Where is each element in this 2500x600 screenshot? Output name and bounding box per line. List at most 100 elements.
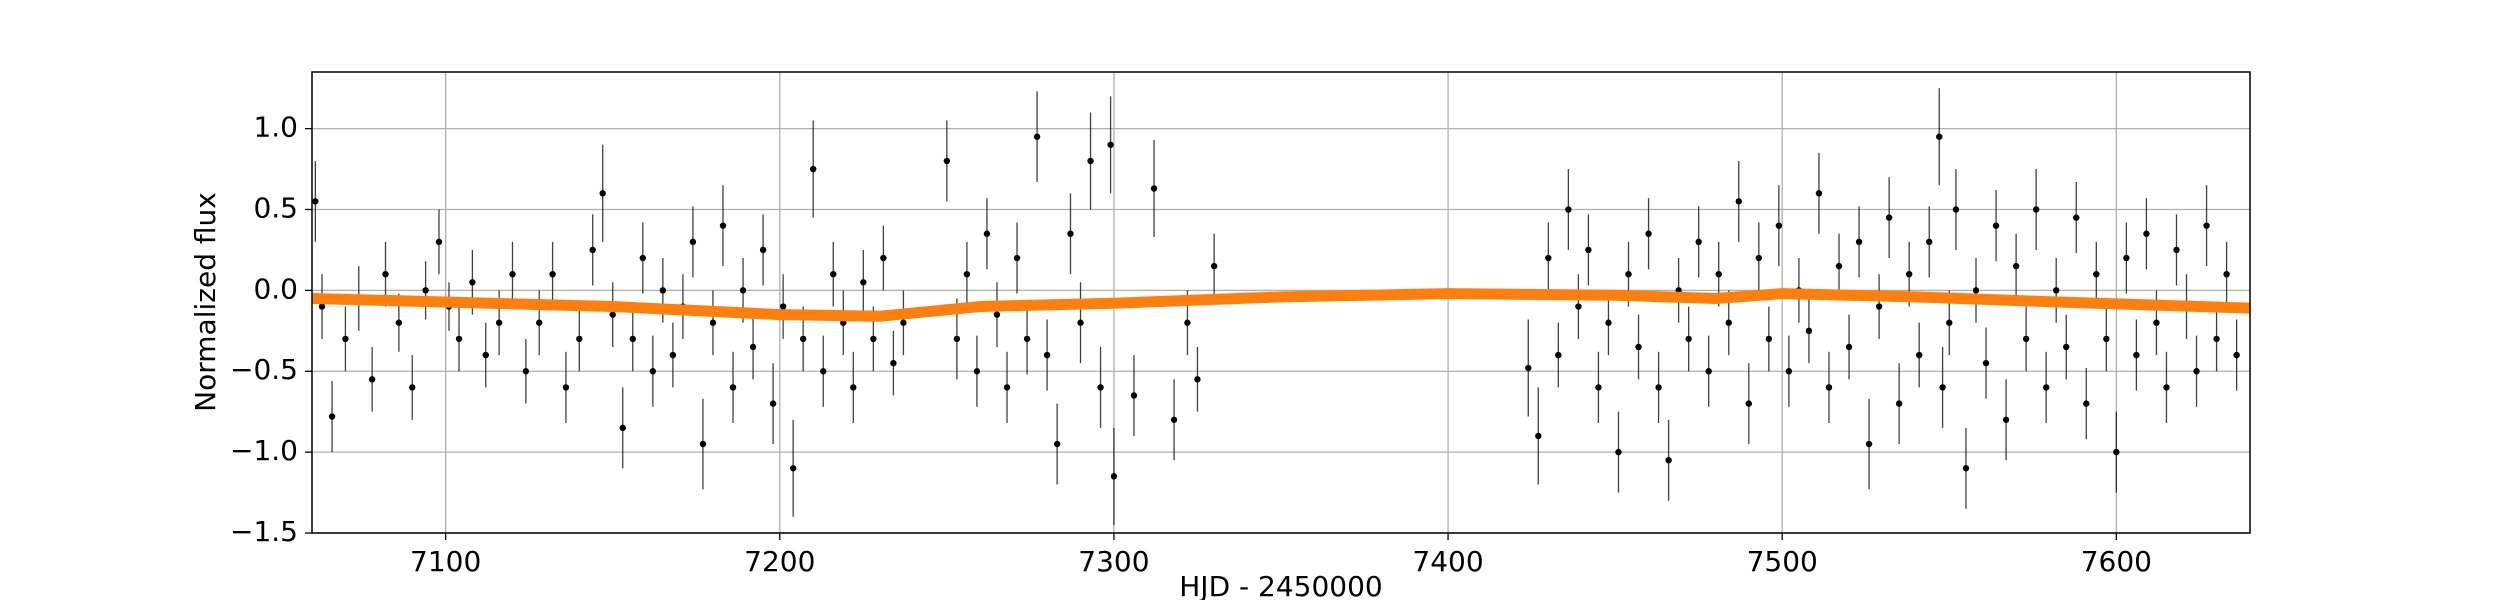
data-point — [1107, 141, 1114, 148]
data-point — [1936, 133, 1943, 140]
x-tick-label: 7300 — [1078, 545, 1149, 578]
data-point — [1194, 376, 1201, 383]
data-point — [495, 319, 503, 326]
data-point — [1535, 432, 1542, 440]
data-point — [2233, 351, 2240, 359]
data-point — [2032, 206, 2040, 213]
data-point — [1184, 319, 1191, 326]
data-point — [820, 368, 827, 375]
data-point — [2193, 368, 2200, 375]
data-point — [1555, 351, 1562, 359]
data-point — [312, 198, 319, 205]
data-point — [1170, 416, 1178, 423]
data-point — [983, 230, 991, 237]
data-point — [810, 165, 817, 173]
data-point — [409, 384, 416, 391]
data-point — [599, 190, 606, 197]
data-point — [953, 335, 961, 343]
y-tick-label: −0.5 — [230, 353, 298, 386]
data-point — [2113, 448, 2120, 456]
data-point — [1946, 319, 1953, 326]
data-point — [1725, 319, 1732, 326]
data-point — [779, 303, 787, 310]
y-tick-label: −1.5 — [230, 515, 298, 548]
y-axis-label: Normalized flux — [189, 192, 222, 412]
data-point — [2123, 254, 2130, 262]
data-point — [2073, 214, 2080, 221]
data-point — [2213, 335, 2220, 343]
data-point — [1695, 238, 1702, 246]
x-tick-label: 7200 — [744, 545, 815, 578]
data-point — [2012, 262, 2020, 270]
y-tick-label: 0.5 — [253, 191, 298, 224]
data-point — [649, 368, 657, 375]
data-point — [435, 238, 443, 246]
data-point — [1685, 335, 1692, 343]
data-point — [689, 238, 697, 246]
data-point — [1962, 465, 1970, 472]
data-point — [639, 254, 646, 262]
data-point — [1013, 254, 1021, 262]
data-point — [589, 246, 596, 254]
data-point — [469, 279, 476, 286]
data-point — [576, 335, 583, 343]
data-point — [609, 311, 616, 318]
data-point — [993, 311, 1001, 318]
data-point — [455, 335, 463, 343]
x-tick-label: 7500 — [1747, 545, 1818, 578]
data-point — [830, 270, 837, 278]
data-point — [368, 376, 376, 383]
data-point — [943, 157, 951, 165]
data-point — [1110, 473, 1118, 480]
data-point — [1635, 343, 1642, 351]
data-point — [729, 384, 737, 391]
data-point — [1003, 384, 1011, 391]
y-tick-label: 1.0 — [253, 111, 298, 144]
data-point — [789, 465, 797, 472]
data-point — [2042, 384, 2050, 391]
x-axis-label: HJD - 2450000 — [1179, 570, 1382, 600]
data-point — [2223, 270, 2230, 278]
data-point — [1705, 368, 1712, 375]
data-point — [1545, 254, 1552, 262]
data-point — [1939, 384, 1946, 391]
data-point — [619, 424, 626, 432]
data-point — [509, 270, 516, 278]
data-point — [1972, 287, 1980, 294]
data-point — [1625, 270, 1632, 278]
data-point — [963, 270, 971, 278]
data-point — [1982, 359, 1990, 367]
data-point — [2163, 384, 2170, 391]
data-point — [328, 413, 336, 420]
data-point — [1815, 190, 1823, 197]
data-point — [2053, 287, 2060, 294]
data-point — [482, 351, 489, 359]
data-point — [1067, 230, 1074, 237]
data-point — [1745, 400, 1752, 407]
data-point — [382, 270, 389, 278]
data-point — [1895, 400, 1903, 407]
data-point — [395, 319, 403, 326]
data-point — [699, 440, 707, 448]
data-point — [342, 335, 349, 343]
data-point — [1916, 351, 1923, 359]
data-point — [1865, 440, 1873, 448]
data-point — [2002, 416, 2010, 423]
data-point — [2103, 335, 2110, 343]
data-point — [1926, 238, 1933, 246]
data-point — [1735, 198, 1742, 205]
data-point — [1845, 343, 1853, 351]
data-point — [1150, 185, 1158, 192]
data-point — [1033, 133, 1041, 140]
data-point — [1952, 206, 1960, 213]
data-point — [1525, 364, 1532, 372]
data-point — [549, 270, 556, 278]
y-tick-label: 0.0 — [253, 272, 298, 305]
data-point — [1087, 157, 1094, 165]
data-point — [890, 359, 897, 367]
data-point — [739, 287, 747, 294]
data-point — [870, 335, 877, 343]
data-point — [1805, 327, 1813, 335]
data-point — [629, 335, 636, 343]
